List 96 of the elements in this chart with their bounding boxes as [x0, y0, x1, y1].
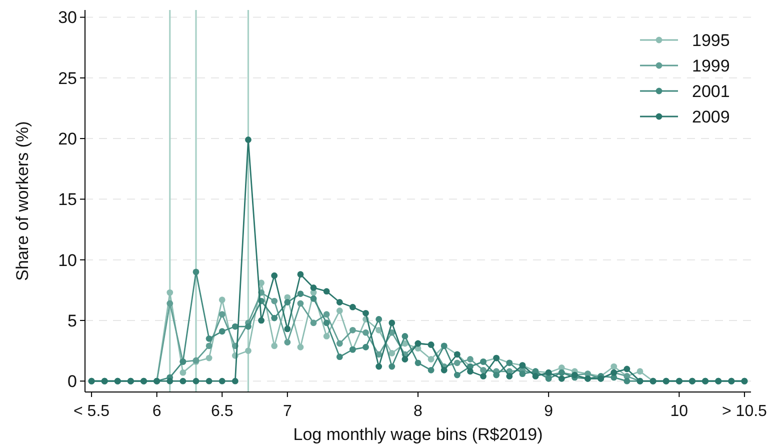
- legend-label: 1995: [692, 30, 730, 50]
- y-tick-label: 5: [68, 311, 77, 330]
- point: [218, 296, 226, 304]
- point: [232, 378, 238, 384]
- point: [388, 363, 396, 370]
- point: [297, 290, 304, 297]
- point: [624, 366, 630, 372]
- point: [192, 378, 200, 384]
- y-tick-label: 0: [68, 372, 77, 392]
- point: [166, 289, 174, 296]
- point: [271, 272, 278, 279]
- x-tick-label: 6.5: [210, 403, 234, 420]
- point: [180, 369, 186, 376]
- point: [506, 373, 513, 380]
- point: [206, 335, 212, 342]
- point: [245, 323, 252, 330]
- point: [284, 339, 291, 346]
- x-axis-title: Log monthly wage bins (R$2019): [293, 425, 543, 444]
- point: [245, 136, 252, 143]
- point: [192, 268, 200, 276]
- point: [218, 378, 226, 384]
- x-tick-label: < 5.5: [74, 403, 110, 420]
- point: [414, 360, 422, 366]
- point: [206, 378, 212, 384]
- point: [480, 373, 486, 380]
- point: [206, 342, 212, 350]
- point: [336, 299, 343, 306]
- point: [350, 326, 356, 334]
- point: [297, 271, 304, 278]
- point: [336, 340, 343, 347]
- point: [310, 295, 317, 302]
- point: [402, 356, 408, 362]
- point: [336, 354, 343, 360]
- point: [218, 328, 226, 335]
- legend-label: 2009: [692, 107, 730, 126]
- point: [545, 375, 552, 382]
- point: [245, 348, 252, 354]
- point: [624, 378, 630, 384]
- y-tick-label: 25: [58, 68, 77, 88]
- x-tick-label: > 10.5: [722, 403, 768, 420]
- y-tick-label: 10: [58, 250, 77, 270]
- point: [610, 363, 618, 370]
- point: [376, 363, 382, 370]
- x-tick-label: 10: [670, 403, 688, 420]
- legend-label: 2001: [692, 82, 730, 101]
- point: [166, 300, 174, 307]
- point: [402, 333, 408, 340]
- point: [166, 378, 174, 384]
- point: [440, 366, 448, 374]
- point: [558, 375, 565, 382]
- y-tick-label: 30: [58, 8, 77, 28]
- point: [310, 284, 317, 291]
- point: [480, 366, 486, 374]
- point: [362, 329, 369, 336]
- point: [376, 316, 382, 322]
- y-axis-title: Share of workers (%): [13, 121, 32, 281]
- point: [467, 356, 474, 362]
- point: [519, 370, 526, 378]
- point: [428, 366, 434, 374]
- x-tick-label: 6: [152, 403, 162, 420]
- x-tick-label: 7: [282, 403, 292, 420]
- point: [362, 344, 369, 350]
- point: [323, 333, 330, 340]
- point: [323, 288, 330, 295]
- point: [258, 317, 264, 324]
- point: [467, 368, 474, 375]
- point: [388, 320, 396, 326]
- point: [362, 310, 369, 316]
- point: [284, 299, 291, 306]
- point: [493, 372, 500, 378]
- y-tick-label: 15: [58, 190, 77, 210]
- point: [350, 304, 356, 310]
- x-tick-label: 8: [414, 403, 423, 420]
- point: [636, 368, 644, 375]
- point: [323, 311, 330, 318]
- point: [232, 323, 238, 330]
- x-tick-label: 9: [544, 403, 554, 420]
- point: [428, 356, 434, 362]
- point: [271, 298, 278, 304]
- point: [336, 308, 343, 314]
- point: [454, 372, 460, 378]
- point: [180, 378, 186, 384]
- point: [297, 300, 304, 307]
- point: [323, 320, 330, 326]
- point: [218, 311, 226, 318]
- point: [532, 373, 539, 380]
- point: [206, 354, 212, 362]
- point: [271, 314, 278, 322]
- point: [454, 360, 460, 366]
- legend-label: 1999: [692, 56, 730, 76]
- point: [388, 350, 396, 356]
- point: [310, 320, 317, 326]
- point: [284, 326, 291, 332]
- y-tick-label: 20: [58, 129, 77, 148]
- point: [297, 344, 304, 350]
- point: [271, 342, 278, 350]
